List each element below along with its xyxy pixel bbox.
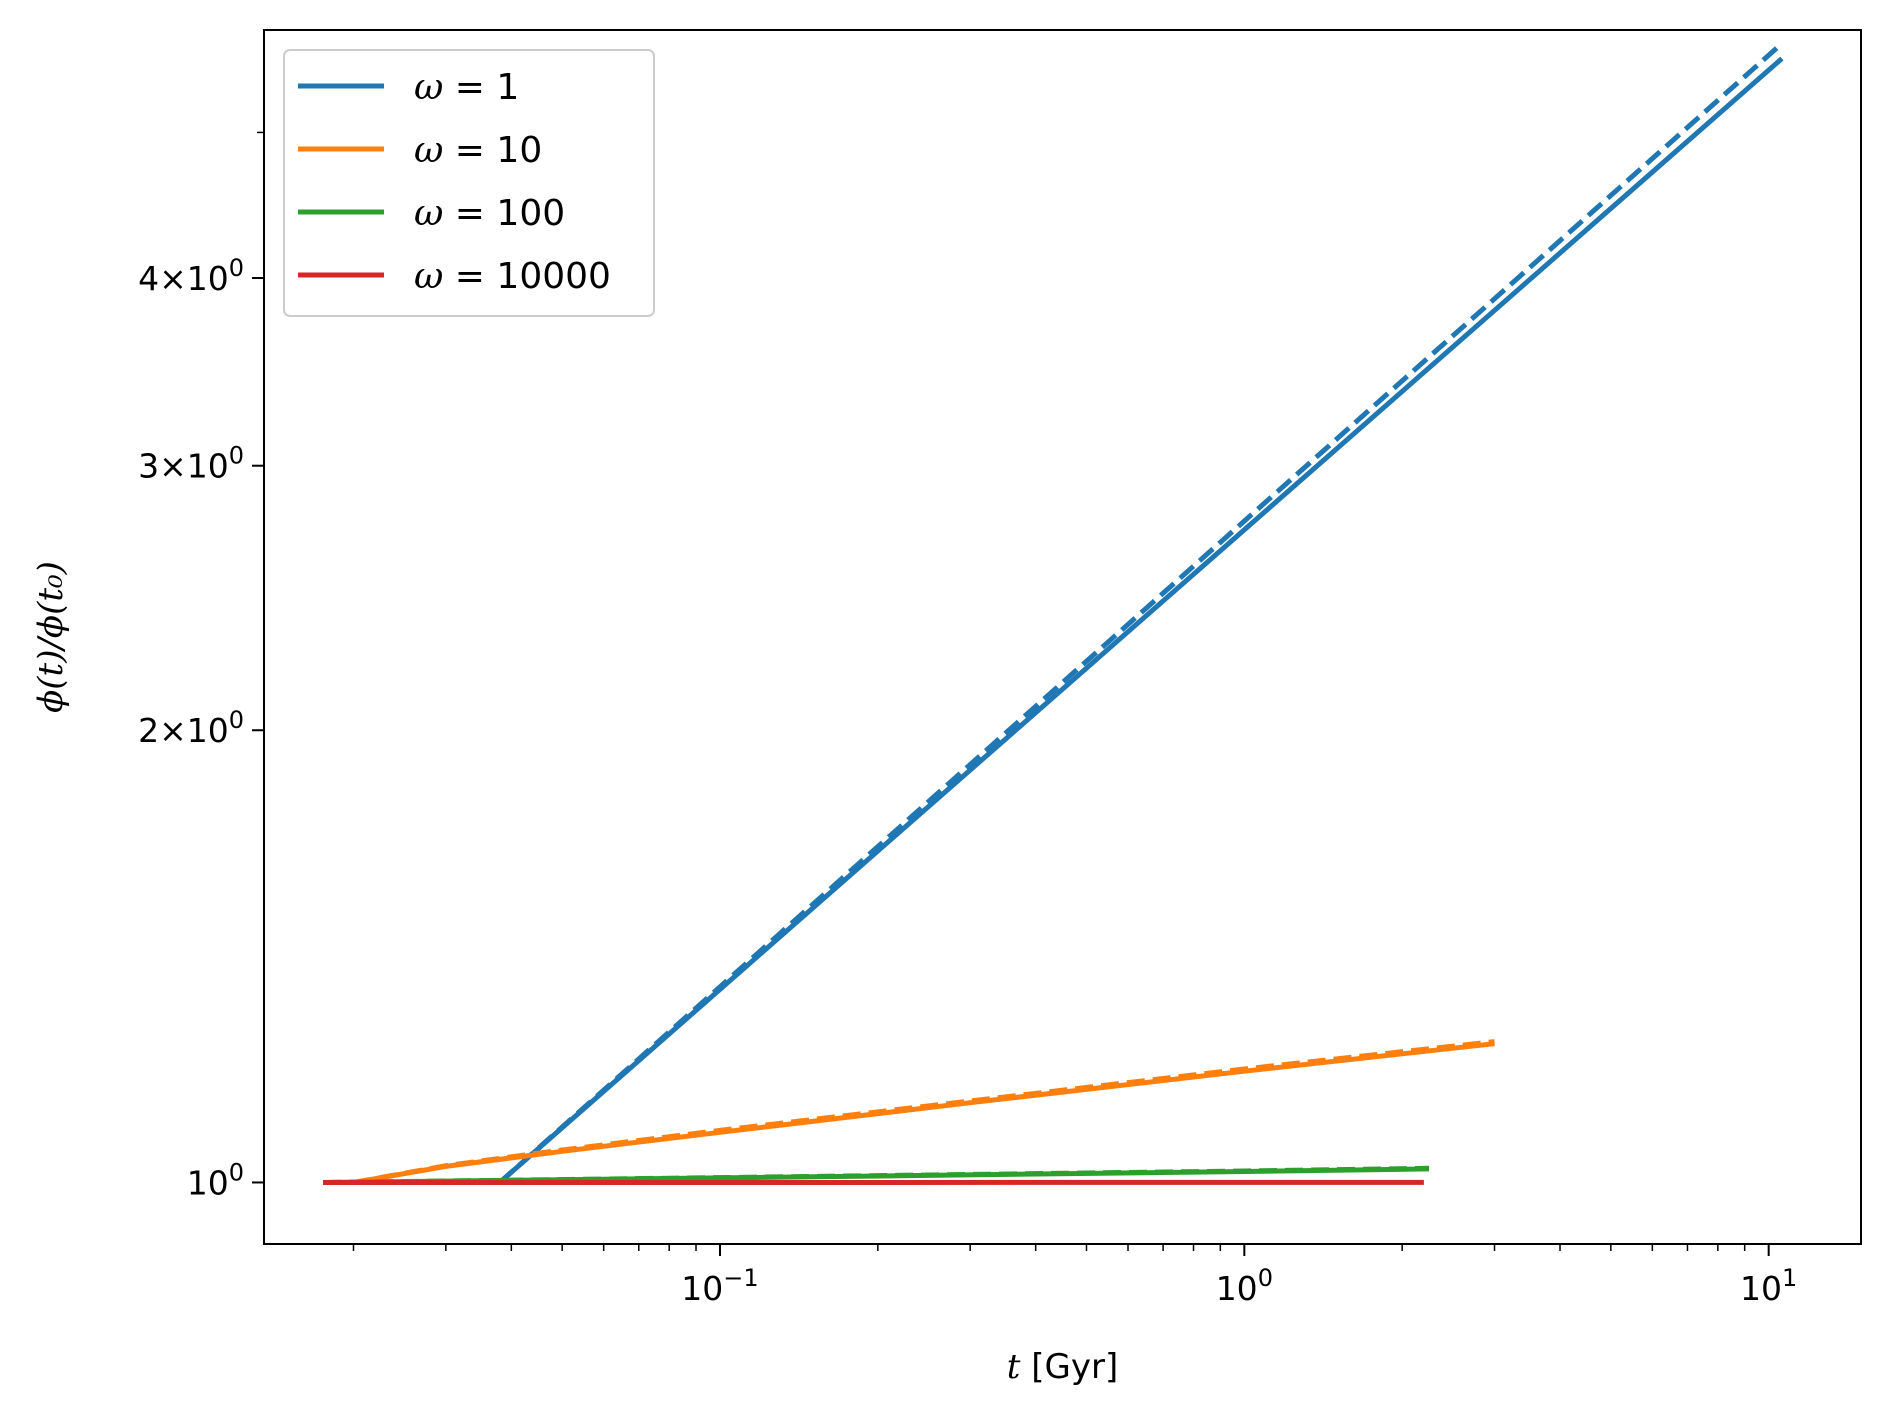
plot-frame — [263, 29, 1862, 1245]
x-axis-label: t [Gyr] — [1007, 1347, 1118, 1387]
plot-lines — [323, 41, 1784, 1185]
legend: ω = 1 ω = 10 ω = 100 ω = 10000 — [283, 49, 655, 317]
x-tick-label-2: 101 — [1740, 1264, 1797, 1308]
y-axis-label: ϕ(t)/ϕ(t₀) — [31, 561, 71, 713]
x-tick-label-0: 10−1 — [681, 1264, 758, 1308]
series-0-solid-line — [498, 56, 1784, 1185]
legend-box — [283, 49, 655, 317]
legend-label-1: ω = 10 — [414, 130, 542, 171]
legend-label-3: ω = 10000 — [414, 256, 611, 297]
y-tick-label-0: 100 — [187, 1158, 244, 1202]
axis-ticks: 10−1 100 101 100 2×100 3×100 4×100 — [138, 131, 1797, 1308]
y-tick-label-2: 3×100 — [138, 442, 244, 486]
y-tick-label-3: 4×100 — [138, 254, 244, 298]
axis-labels: t [Gyr] ϕ(t)/ϕ(t₀) — [31, 561, 1118, 1387]
legend-label-2: ω = 100 — [414, 193, 565, 234]
legend-label-0: ω = 1 — [414, 67, 519, 108]
x-tick-label-1: 100 — [1216, 1264, 1273, 1308]
series-1-dashed-line — [353, 1039, 1495, 1185]
y-tick-label-1: 2×100 — [138, 706, 244, 750]
